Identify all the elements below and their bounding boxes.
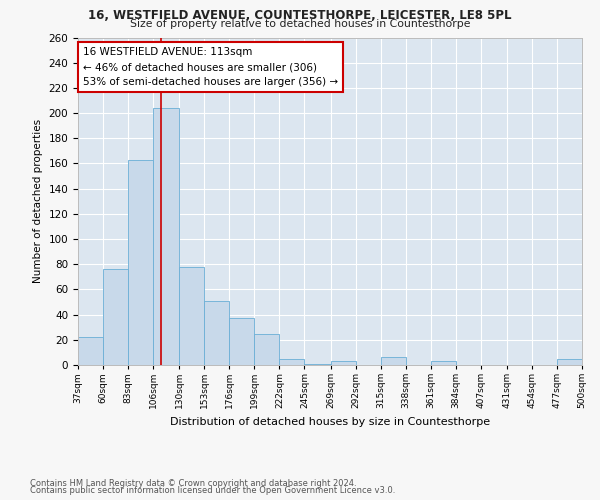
Bar (254, 334, 280, 365)
Y-axis label: Number of detached properties: Number of detached properties (33, 119, 43, 284)
Bar (103, 270, 128, 365)
Bar (380, 358, 406, 365)
Bar (179, 267, 204, 365)
Bar (229, 318, 254, 365)
Bar (78, 338, 103, 365)
Bar (431, 361, 456, 365)
Bar (304, 364, 331, 365)
Bar (331, 361, 356, 365)
Text: Contains HM Land Registry data © Crown copyright and database right 2024.: Contains HM Land Registry data © Crown c… (30, 478, 356, 488)
Bar (557, 358, 582, 365)
Text: Contains public sector information licensed under the Open Government Licence v3: Contains public sector information licen… (30, 486, 395, 495)
Bar (128, 160, 153, 365)
Bar (204, 301, 229, 365)
Bar (153, 108, 179, 365)
X-axis label: Distribution of detached houses by size in Countesthorpe: Distribution of detached houses by size … (170, 416, 490, 426)
Text: Size of property relative to detached houses in Countesthorpe: Size of property relative to detached ho… (130, 19, 470, 29)
Text: 16 WESTFIELD AVENUE: 113sqm
← 46% of detached houses are smaller (306)
53% of se: 16 WESTFIELD AVENUE: 113sqm ← 46% of det… (83, 48, 338, 87)
Bar (280, 358, 304, 365)
Text: 16, WESTFIELD AVENUE, COUNTESTHORPE, LEICESTER, LE8 5PL: 16, WESTFIELD AVENUE, COUNTESTHORPE, LEI… (88, 9, 512, 22)
